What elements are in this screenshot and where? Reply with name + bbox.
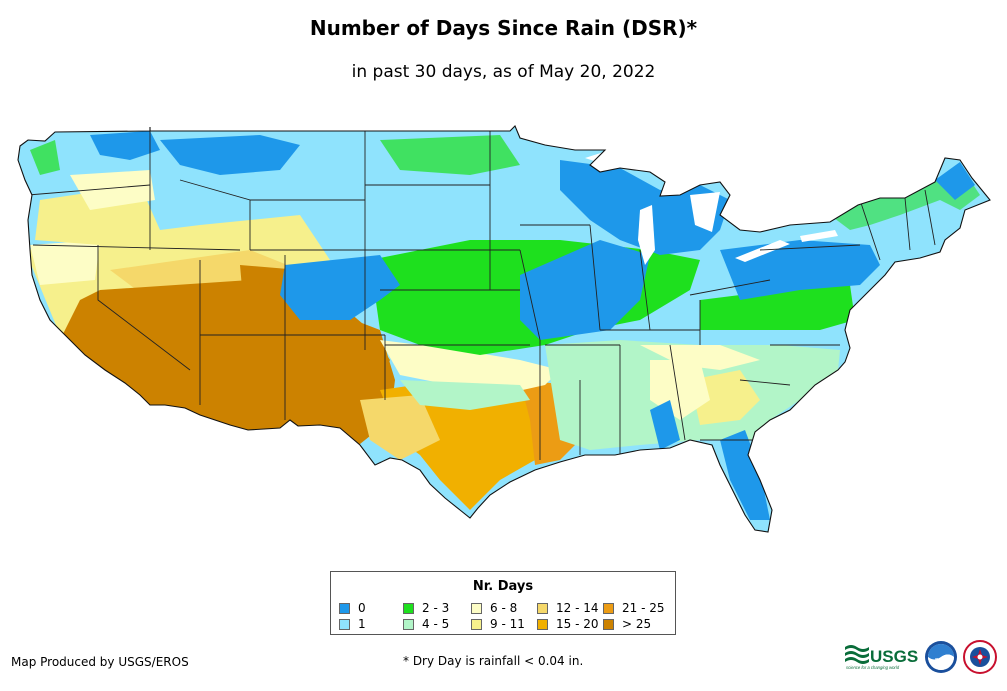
noaa-logo: noaa: [925, 641, 957, 673]
legend-item-1: 1: [339, 617, 366, 631]
legend-swatch: [339, 618, 350, 630]
legend-title: Nr. Days: [472, 579, 534, 594]
legend-label: 12 - 14: [556, 601, 599, 615]
legend-item-15-20: 15 - 20: [537, 617, 599, 631]
legend-swatch: [537, 602, 548, 614]
legend-label: 9 - 11: [490, 617, 525, 631]
legend-item-12-14: 12 - 14: [537, 601, 599, 615]
usgs-logo: USGS science for a changing world: [845, 645, 918, 670]
noaa-logo-text: noaa: [935, 657, 947, 663]
legend: Nr. Days 0 1 2 - 3 4 - 5 6 - 8 9 - 11 12…: [330, 571, 676, 635]
legend-swatch: [603, 602, 614, 614]
legend-item-4-5: 4 - 5: [403, 617, 449, 631]
us-dsr-map: [17, 125, 991, 533]
legend-swatch: [403, 618, 414, 630]
legend-item-0: 0: [339, 601, 366, 615]
legend-label: 1: [358, 617, 366, 631]
legend-item-2-3: 2 - 3: [403, 601, 449, 615]
legend-swatch: [537, 618, 548, 630]
map-title: Number of Days Since Rain (DSR)*: [309, 16, 698, 40]
nws-logo: [963, 640, 997, 674]
usgs-logo-text: USGS: [870, 647, 918, 666]
dry-day-note: * Dry Day is rainfall < 0.04 in.: [403, 654, 584, 668]
legend-label: 15 - 20: [556, 617, 599, 631]
legend-swatch: [471, 618, 482, 630]
legend-swatch: [603, 618, 614, 630]
legend-label: > 25: [622, 617, 652, 631]
legend-item-over-25: > 25: [603, 617, 651, 631]
legend-label: 6 - 8: [490, 601, 518, 615]
legend-swatch: [471, 602, 482, 614]
map-subtitle: in past 30 days, as of May 20, 2022: [351, 62, 656, 82]
legend-label: 0: [358, 601, 366, 615]
legend-item-21-25: 21 - 25: [603, 601, 665, 615]
legend-item-6-8: 6 - 8: [471, 601, 517, 615]
legend-swatch: [403, 602, 414, 614]
legend-item-9-11: 9 - 11: [471, 617, 525, 631]
legend-swatch: [339, 602, 350, 614]
usgs-logo-tagline: science for a changing world: [846, 665, 900, 670]
producer-credit: Map Produced by USGS/EROS: [11, 655, 189, 669]
legend-label: 21 - 25: [622, 601, 665, 615]
legend-label: 2 - 3: [422, 601, 450, 615]
legend-label: 4 - 5: [422, 617, 450, 631]
